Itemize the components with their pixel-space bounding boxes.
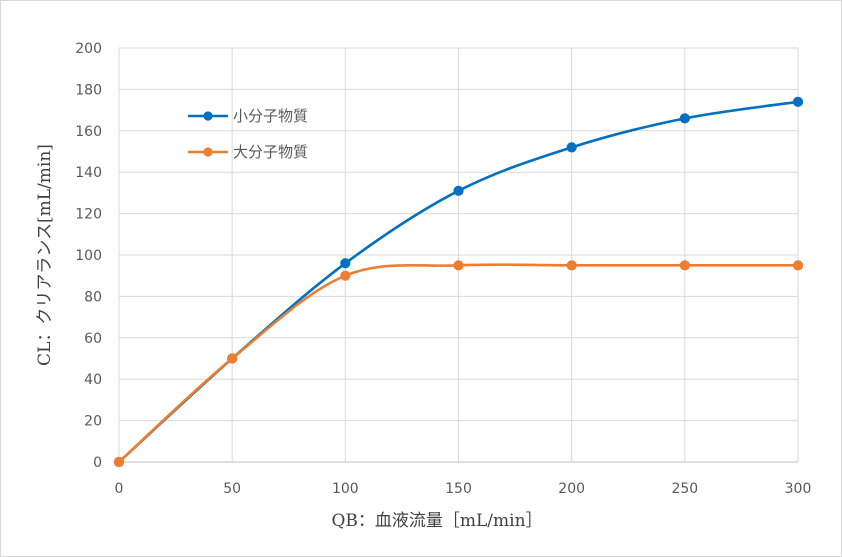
legend-swatch-marker — [203, 111, 213, 121]
data-point — [340, 270, 351, 281]
legend-label: 大分子物質 — [233, 143, 308, 161]
legend-label: 小分子物質 — [233, 107, 308, 125]
legend-swatch-marker — [203, 147, 213, 157]
data-point — [453, 260, 464, 271]
data-point — [679, 113, 690, 124]
y-tick-label: 0 — [93, 455, 102, 471]
data-point — [679, 260, 690, 271]
y-tick-label: 200 — [75, 41, 102, 57]
x-axis-title: QB：血液流量［mL/min］ — [331, 511, 542, 531]
data-point — [792, 260, 804, 271]
x-tick-label: 50 — [223, 481, 241, 497]
y-tick-label: 60 — [84, 331, 102, 347]
legend-entry: 大分子物質 — [188, 143, 308, 161]
data-point — [566, 142, 577, 153]
series-group — [113, 96, 804, 468]
y-tick-label: 80 — [84, 289, 102, 305]
y-tick-label: 20 — [84, 414, 102, 430]
x-tick-label: 150 — [445, 481, 472, 497]
x-tick-label: 100 — [332, 481, 359, 497]
x-tick-label: 200 — [558, 481, 585, 497]
data-point — [113, 456, 125, 468]
x-tick-labels: 0 50 100 150 200 250 300 — [115, 481, 812, 497]
series-2 — [113, 260, 804, 468]
data-point — [453, 185, 464, 196]
grid-lines — [118, 47, 799, 462]
y-tick-label: 120 — [75, 207, 102, 223]
data-point — [792, 96, 804, 107]
data-point — [340, 258, 351, 269]
y-tick-label: 100 — [75, 248, 102, 264]
data-point — [227, 353, 238, 364]
x-tick-label: 300 — [785, 481, 812, 497]
y-tick-label: 140 — [75, 165, 102, 181]
y-tick-label: 160 — [75, 124, 102, 140]
x-tick-label: 0 — [115, 481, 124, 497]
y-axis-title: CL：クリアランス[mL/min] — [35, 144, 55, 366]
legend-entry: 小分子物質 — [188, 107, 308, 125]
y-tick-label: 180 — [75, 82, 102, 98]
y-tick-label: 40 — [84, 372, 102, 388]
y-tick-labels: 0 20 40 60 80 100 120 140 160 180 200 — [75, 41, 102, 471]
data-point — [566, 260, 577, 271]
x-tick-label: 250 — [671, 481, 698, 497]
